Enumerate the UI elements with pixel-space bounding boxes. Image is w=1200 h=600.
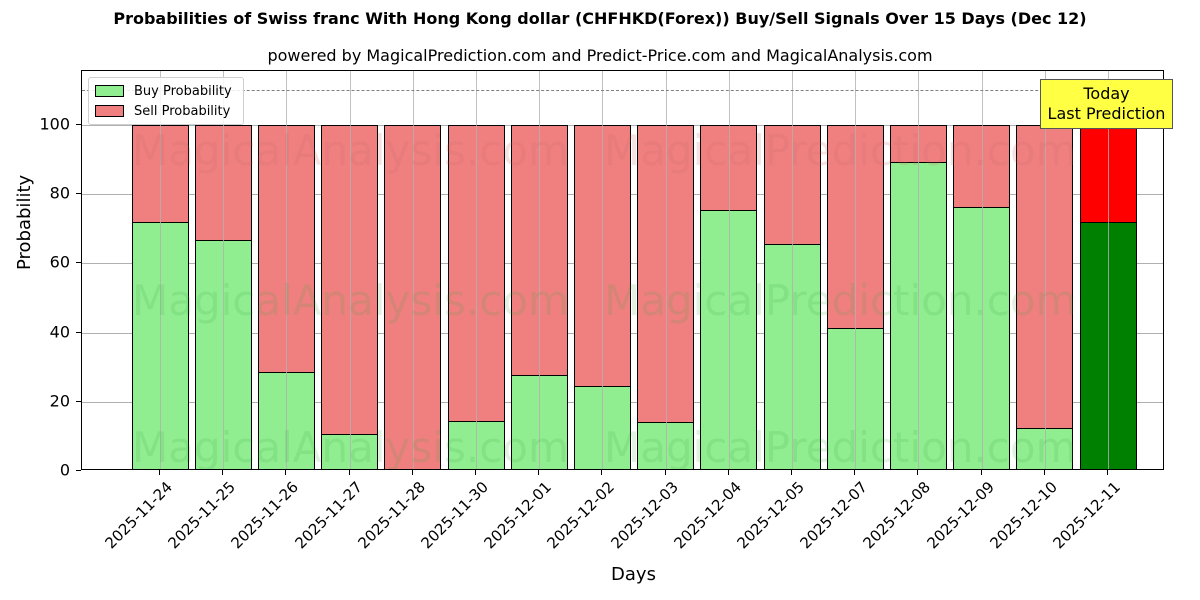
x-tick-label: 2025-11-30: [417, 478, 492, 553]
gridline-vertical: [792, 71, 793, 469]
x-tick-label: 2025-12-10: [986, 478, 1061, 553]
gridline-vertical: [602, 71, 604, 469]
legend: Buy Probability Sell Probability: [88, 77, 244, 125]
gridline-vertical: [476, 71, 477, 469]
x-tick-label: 2025-11-28: [354, 478, 429, 553]
gridline-vertical: [539, 71, 541, 469]
threshold-line: [82, 90, 1163, 92]
chart-subtitle: powered by MagicalPrediction.com and Pre…: [267, 46, 933, 65]
x-axis-label: Days: [611, 564, 656, 585]
y-axis-label: Probability: [14, 174, 35, 270]
y-tick-label: 60: [49, 252, 70, 272]
x-tick-mark: [980, 470, 982, 475]
sell-swatch-icon: [95, 105, 124, 117]
gridline-vertical: [1044, 71, 1046, 469]
legend-sell-label: Sell Probability: [134, 103, 231, 119]
buy-swatch-icon: [95, 85, 124, 97]
x-tick-label: 2025-12-05: [733, 478, 808, 553]
x-tick-mark: [475, 470, 476, 475]
x-tick-mark: [538, 470, 540, 475]
y-tick-label: 40: [49, 322, 70, 342]
x-tick-mark: [159, 470, 160, 475]
gridline-vertical: [223, 71, 225, 469]
gridline-vertical: [855, 71, 857, 469]
legend-item-buy: Buy Probability: [95, 83, 232, 99]
x-tick-label: 2025-12-02: [543, 478, 619, 553]
gridline-vertical: [665, 71, 667, 469]
gridline-vertical: [412, 71, 414, 469]
plot-area: MagicalAnalysis.comMagicalPrediction.com…: [81, 70, 1164, 470]
x-tick-label: 2025-12-08: [859, 478, 935, 553]
x-tick-label: 2025-12-01: [480, 478, 556, 553]
gridline-vertical: [1108, 71, 1109, 469]
x-tick-label: 2025-11-27: [291, 478, 366, 553]
x-tick-mark: [791, 470, 792, 475]
x-tick-label: 2025-12-04: [670, 478, 745, 553]
x-tick-label: 2025-11-24: [101, 478, 176, 553]
x-tick-mark: [727, 470, 729, 475]
x-tick-label: 2025-12-03: [607, 478, 682, 553]
x-tick-mark: [1043, 470, 1045, 475]
x-tick-label: 2025-11-25: [164, 478, 240, 553]
x-tick-mark: [222, 470, 224, 475]
legend-item-sell: Sell Probability: [95, 103, 230, 119]
chart-title: Probabilities of Swiss franc With Hong K…: [113, 9, 1087, 28]
y-tick-mark: [76, 124, 81, 125]
x-tick-mark: [1107, 470, 1108, 475]
y-tick-label: 80: [49, 183, 70, 203]
x-tick-mark: [348, 470, 350, 475]
gridline-vertical: [728, 71, 730, 469]
x-tick-label: 2025-12-07: [796, 478, 872, 553]
x-tick-label: 2025-12-11: [1049, 478, 1124, 553]
gridline-vertical: [160, 71, 161, 469]
x-tick-mark: [854, 470, 856, 475]
y-tick-mark: [76, 262, 81, 264]
y-tick-label: 20: [49, 391, 70, 411]
y-tick-mark: [76, 470, 81, 471]
legend-buy-label: Buy Probability: [134, 83, 232, 99]
y-tick-label: 100: [39, 114, 70, 134]
y-tick-mark: [76, 400, 81, 402]
x-tick-mark: [601, 470, 603, 475]
y-tick-mark: [76, 331, 81, 333]
x-tick-label: 2025-12-09: [923, 478, 998, 553]
gridline-vertical: [981, 71, 983, 469]
annotation-line2: Last Prediction: [1047, 104, 1166, 123]
gridline-vertical: [918, 71, 920, 469]
x-tick-mark: [917, 470, 919, 475]
x-tick-label: 2025-11-26: [227, 478, 303, 553]
annotation-line1: Today: [1083, 84, 1130, 103]
x-tick-mark: [411, 470, 413, 475]
gridline-vertical: [286, 71, 288, 469]
gridline-vertical: [349, 71, 351, 469]
x-tick-mark: [285, 470, 287, 475]
x-tick-mark: [664, 470, 666, 475]
today-annotation: Today Last Prediction: [1040, 79, 1173, 129]
y-tick-mark: [76, 193, 81, 195]
y-tick-label: 0: [59, 460, 70, 480]
